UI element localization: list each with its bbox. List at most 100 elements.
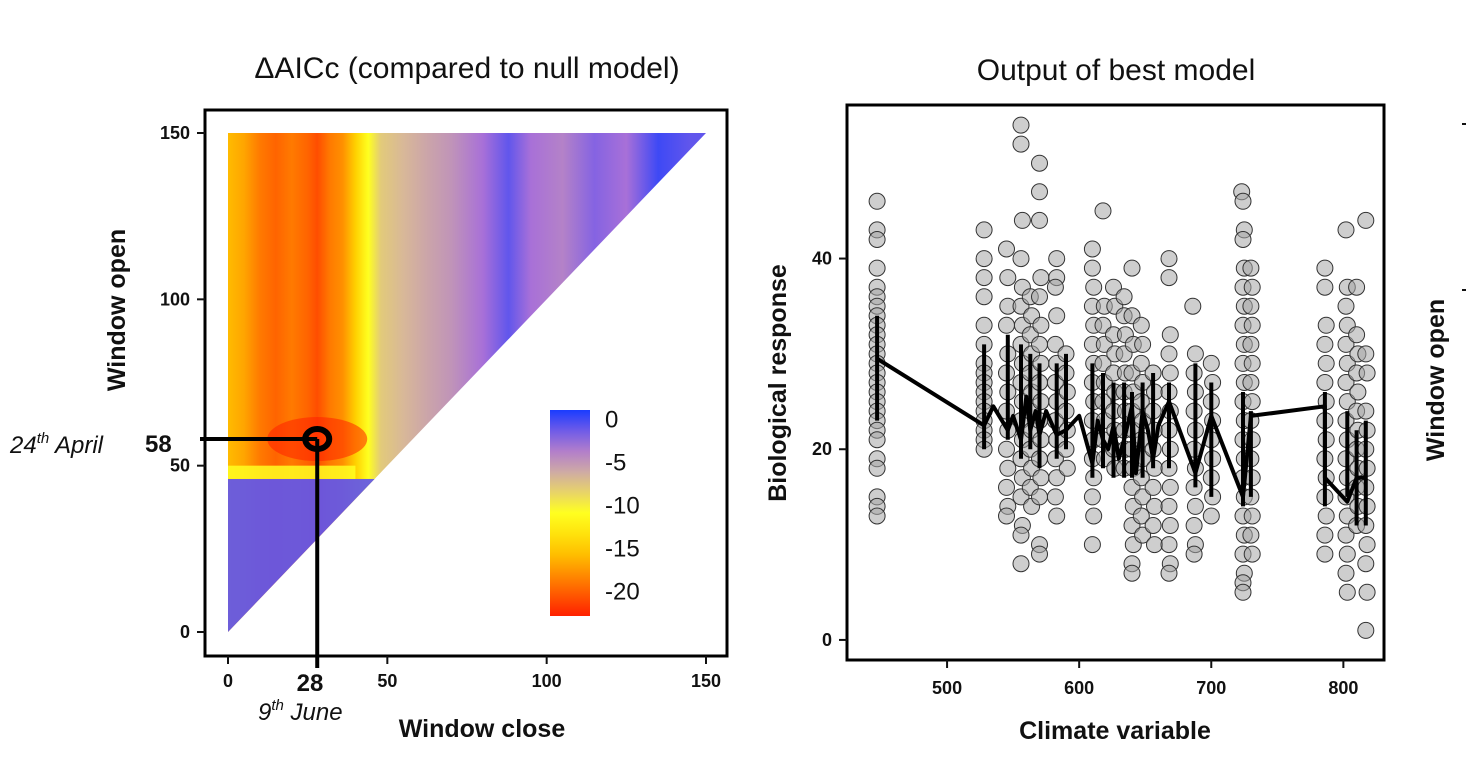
heatmap-colorbar: 0 -5 -10 -15 -20	[550, 407, 640, 616]
heatmap-title: ΔAICc (compared to null model)	[254, 52, 679, 85]
scatter-point	[1317, 316, 1335, 334]
scatter-point	[1161, 326, 1179, 344]
scatter-point	[1031, 211, 1048, 229]
scatter-point	[998, 316, 1015, 334]
scatter-point	[1161, 478, 1179, 496]
scatter-point	[1083, 240, 1101, 258]
scatter-x-axis-title: Climate variable	[1019, 717, 1211, 745]
scatter-point	[1338, 583, 1356, 601]
scatter-point	[1031, 288, 1048, 306]
scatter-point	[999, 459, 1017, 477]
scatter-point	[975, 250, 993, 268]
scatter-point	[1202, 507, 1220, 525]
heatmap-x-ticks: 0 50 100 150	[223, 656, 721, 691]
scatter-title: Output of best model	[977, 54, 1256, 87]
scatter-point	[1123, 564, 1141, 582]
scatter-point	[1161, 517, 1179, 534]
scatter-point	[1115, 288, 1133, 306]
scatter-point	[1242, 259, 1260, 277]
scatter-point	[1337, 221, 1355, 239]
scatter-point	[1337, 297, 1355, 315]
scatter-point	[975, 316, 993, 334]
close-date-day: 9	[258, 699, 271, 726]
heatmap-frame	[203, 108, 729, 658]
scatter-point	[1337, 335, 1355, 353]
close-date-annotation: 9th June	[258, 697, 343, 726]
scatter-point	[1146, 497, 1163, 515]
colorbar-tick-label: -10	[605, 492, 640, 519]
scatter-x-tick-label: 500	[932, 678, 962, 698]
aicc-heatmap-panel: ΔAICc (compared to null model) 0 50 100 150…	[9, 52, 729, 743]
scatter-x-ticks: 500 600 700 800	[932, 660, 1358, 698]
scatter-point	[1046, 335, 1064, 353]
scatter-point	[975, 269, 993, 287]
scatter-point	[999, 269, 1017, 287]
scatter-point	[1160, 564, 1178, 582]
scatter-point	[1243, 316, 1261, 334]
scatter-point	[1317, 354, 1335, 372]
scatter-point	[1132, 316, 1150, 334]
scatter-point	[1012, 526, 1030, 544]
scatter-point	[1242, 335, 1260, 353]
scatter-fit-line	[876, 357, 1366, 504]
scatter-point	[1105, 278, 1122, 296]
scatter-point	[1160, 250, 1178, 268]
scatter-point	[1243, 545, 1261, 563]
scatter-point	[1337, 564, 1355, 582]
open-date-day: 24	[9, 432, 37, 459]
scatter-point	[1012, 116, 1030, 134]
scatter-point	[998, 478, 1015, 496]
scatter-point	[1085, 507, 1103, 525]
colorbar-gradient	[550, 410, 590, 616]
scatter-point	[868, 431, 886, 449]
scatter-frame	[845, 103, 1386, 662]
scatter-point	[1316, 335, 1334, 353]
scatter-point	[1031, 154, 1048, 172]
scatter-point	[1186, 345, 1204, 363]
open-value-annotation: 58	[145, 431, 172, 458]
heatmap-y-ticks: 0 50 100 150	[160, 123, 205, 642]
scatter-point	[1032, 269, 1050, 287]
scatter-point	[1012, 250, 1030, 268]
scatter-point	[1243, 354, 1261, 372]
scatter-point	[1048, 469, 1066, 487]
scatter-point	[1160, 345, 1178, 363]
heatmap-x-tick-label: 150	[691, 671, 721, 691]
scatter-point	[1338, 545, 1356, 563]
heatmap-x-axis-title: Window close	[399, 715, 566, 743]
colorbar-tick-label: -20	[605, 578, 640, 605]
scatter-point	[1146, 536, 1163, 554]
heatmap-y-tick-label: 100	[160, 289, 190, 309]
scatter-point	[1160, 536, 1178, 554]
cropped-third-panel: Window open	[1422, 123, 1466, 461]
colorbar-ticks: 0 -5 -10 -15 -20	[605, 407, 640, 606]
scatter-point	[868, 192, 886, 210]
best-window-marker	[200, 426, 333, 668]
scatter-point	[1186, 497, 1204, 515]
scatter-point	[998, 440, 1015, 458]
scatter-point	[1132, 507, 1150, 525]
scatter-point	[1357, 345, 1375, 363]
third-panel-y-axis-title: Window open	[1422, 299, 1450, 461]
scatter-point	[1032, 316, 1050, 334]
scatter-point	[1349, 383, 1367, 401]
scatter-point	[1243, 507, 1261, 525]
scatter-point	[1358, 536, 1376, 554]
scatter-point	[1048, 307, 1066, 325]
scatter-point	[868, 259, 886, 277]
scatter-y-tick-label: 20	[812, 439, 832, 459]
scatter-point	[1031, 545, 1048, 563]
scatter-point	[1144, 478, 1162, 496]
scatter-y-axis-title: Biological response	[764, 264, 792, 502]
scatter-point	[1161, 364, 1179, 382]
scatter-point	[1012, 135, 1030, 153]
colorbar-tick-label: 0	[605, 407, 618, 434]
scatter-point	[1337, 526, 1355, 544]
scatter-y-tick-label: 40	[812, 249, 832, 269]
scatter-point	[1046, 488, 1064, 506]
scatter-point	[1046, 278, 1064, 296]
scatter-x-tick-label: 600	[1064, 678, 1094, 698]
scatter-point	[1094, 316, 1112, 334]
scatter-point	[1234, 192, 1252, 210]
scatter-point	[1048, 507, 1066, 525]
